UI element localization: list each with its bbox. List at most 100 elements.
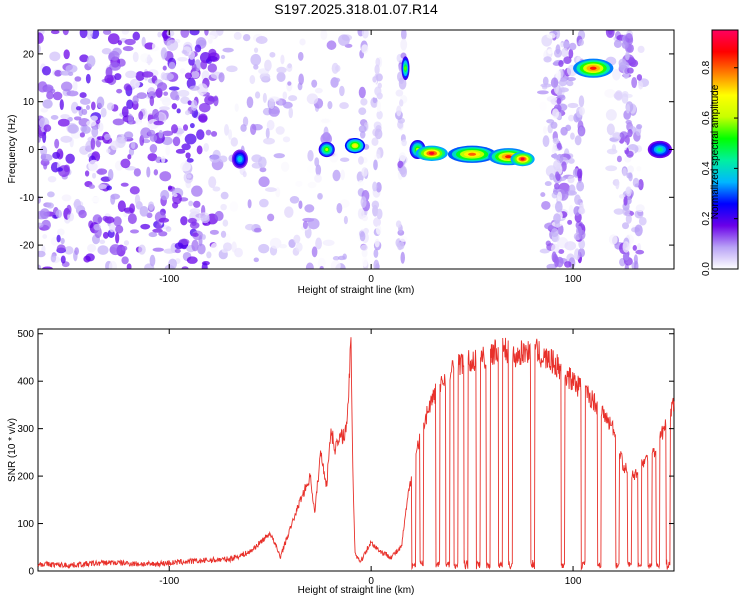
heatmap-cell (627, 129, 633, 138)
heatmap-cell (567, 219, 573, 225)
heatmap-cell (306, 93, 319, 105)
heatmap-cell (262, 92, 267, 104)
heatmap-cell (280, 54, 285, 65)
heatmap-cell (579, 106, 585, 116)
heatmap-cell (322, 131, 331, 142)
heatmap-cell (307, 218, 320, 230)
heatmap-cell (107, 33, 120, 45)
heatmap-cell (162, 130, 174, 137)
heatmap-cell (250, 123, 257, 136)
heatmap-cell (542, 126, 548, 134)
snr-y-label: SNR (10 * v/v) (7, 418, 18, 482)
colorbar-tick-label: 0.4 (701, 161, 712, 175)
heatmap-cell (75, 106, 82, 111)
heatmap-cell (85, 253, 95, 262)
heatmap-cell (208, 48, 217, 58)
heatmap-cell (166, 39, 179, 51)
heatmap-cell (102, 215, 109, 222)
heatmap-cell (138, 111, 144, 120)
heatmap-cell (269, 237, 282, 249)
heatmap-cell (64, 246, 74, 255)
heatmap-cell (193, 200, 201, 208)
heatmap-cell (117, 40, 123, 46)
heatmap-cell (259, 167, 267, 173)
heatmap-cell (87, 244, 97, 253)
heatmap-cell (544, 181, 552, 187)
heatmap-cell (282, 91, 288, 100)
heatmap-cell (242, 33, 251, 42)
heatmap-cell (541, 200, 551, 210)
heatmap-cell (246, 96, 254, 109)
heatmap-cell (81, 108, 88, 116)
heatmap-cell (259, 198, 269, 208)
heatmap-cell (546, 32, 556, 39)
heatmap-cell (107, 169, 114, 181)
heatmap-cell (79, 132, 85, 138)
heatmap-cell (57, 118, 70, 127)
heatmap-cell (375, 225, 382, 235)
heatmap-cell (375, 73, 383, 82)
heatmap-cell (550, 121, 558, 129)
heatmap-cell (543, 56, 552, 63)
heatmap-cell (226, 65, 238, 73)
heatmap-cell (553, 159, 561, 171)
heatmap-cell (204, 30, 209, 36)
heatmap-cell (149, 95, 155, 107)
heatmap-cell (149, 144, 158, 154)
heatmap-cell (192, 232, 199, 237)
heatmap-cell (176, 108, 181, 114)
heatmap-cell (171, 124, 178, 134)
heatmap-cell (158, 129, 164, 139)
heatmap-cell (189, 85, 200, 91)
heatmap-cell (287, 81, 292, 86)
heatmap-cell (567, 102, 579, 109)
heatmap-cell (66, 204, 72, 215)
heatmap-cell (147, 91, 157, 99)
heatmap-cell (253, 47, 259, 53)
heatmap-cell (358, 125, 367, 133)
x-tick-label: 100 (565, 576, 582, 587)
heatmap-cell (376, 110, 383, 120)
heatmap-cell (128, 114, 134, 125)
heatmap-cell (123, 240, 130, 246)
y-tick-label: 0 (28, 567, 34, 578)
heatmap-cell (322, 239, 335, 246)
spectrogram-heatmap (38, 30, 672, 269)
heatmap-cell (295, 242, 303, 252)
heatmap-cell (563, 56, 572, 64)
heatmap-cell (570, 132, 575, 140)
heatmap-cell (269, 51, 276, 58)
heatmap-cell (334, 77, 341, 83)
heatmap-cell (228, 129, 233, 140)
heatmap-cell (210, 242, 218, 253)
y-tick-label: 400 (17, 377, 34, 388)
heatmap-cell (191, 185, 203, 197)
colorbar-label: Normalized spectral amplitude (710, 84, 721, 219)
heatmap-cell (186, 158, 194, 163)
heatmap-cell (106, 102, 115, 111)
heatmap-cell (197, 243, 206, 255)
heatmap-cell (613, 39, 622, 48)
heatmap-cell (637, 45, 645, 54)
x-tick-label: 100 (565, 274, 582, 285)
heatmap-cell (635, 204, 645, 212)
heatmap-feature (353, 144, 357, 148)
heatmap-cell (255, 36, 268, 44)
heatmap-cell (266, 119, 275, 131)
heatmap-cell (123, 83, 132, 91)
heatmap-cell (566, 80, 574, 87)
heatmap-cell (136, 92, 147, 99)
heatmap-cell (265, 127, 270, 139)
heatmap-cell (108, 261, 118, 269)
heatmap-cell (161, 155, 166, 164)
heatmap-cell (42, 266, 53, 269)
heatmap-cell (40, 145, 48, 157)
heatmap-cell (376, 100, 381, 113)
heatmap-cell (104, 74, 114, 84)
heatmap-cell (171, 103, 178, 110)
heatmap-cell (326, 40, 337, 50)
heatmap-cell (38, 250, 46, 258)
heatmap-cell (220, 191, 229, 200)
heatmap-cell (93, 223, 101, 231)
